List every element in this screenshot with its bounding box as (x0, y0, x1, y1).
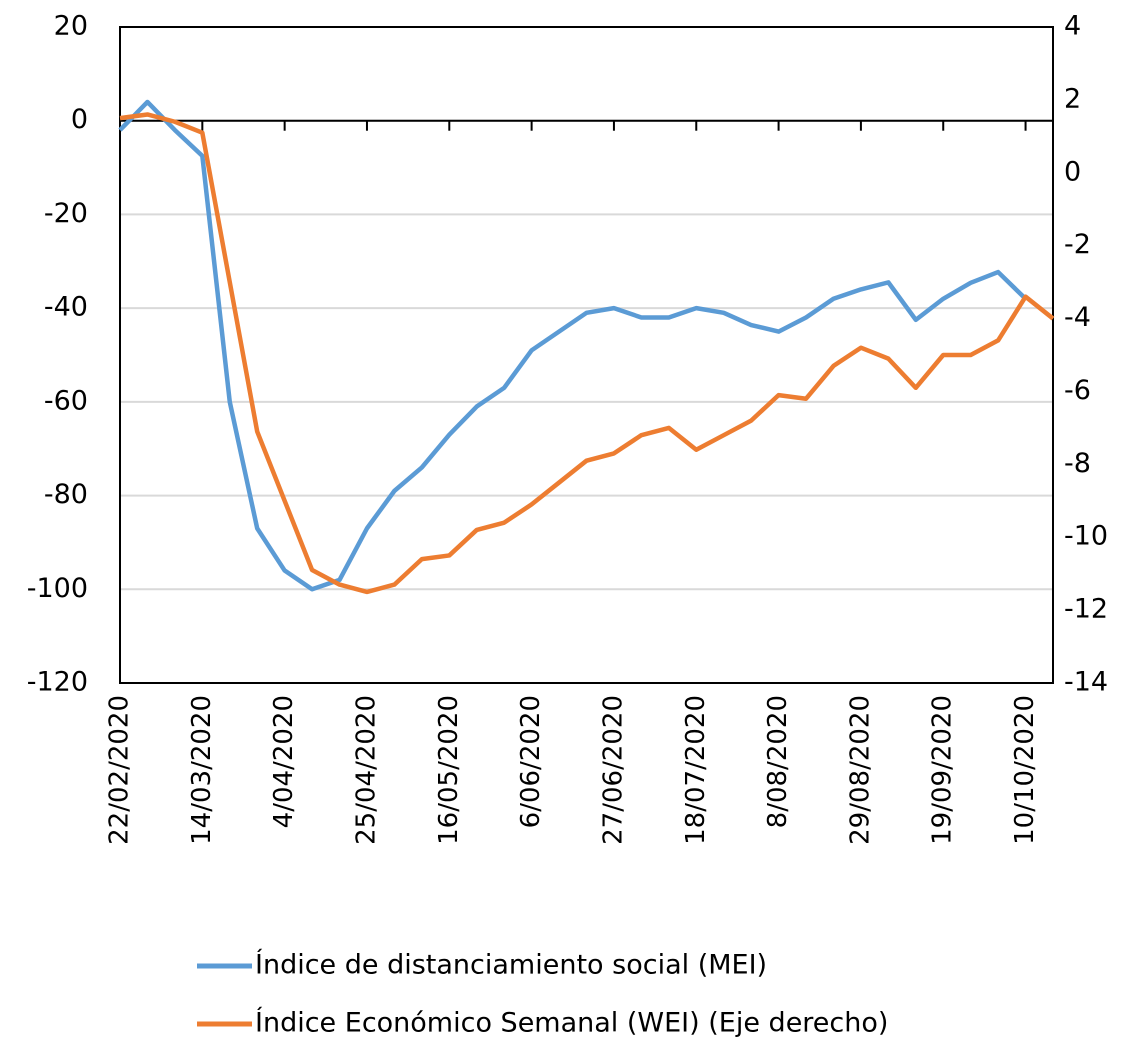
y2-tick-label: 0 (1064, 156, 1081, 187)
y2-tick-label: -2 (1064, 229, 1091, 260)
series-line (119, 112, 1055, 595)
y2-tick-label: -6 (1064, 375, 1091, 406)
x-tick-label: 8/08/2020 (763, 695, 793, 828)
x-tick-label: 22/02/2020 (105, 695, 135, 845)
legend-label: Índice Económico Semanal (WEI) (Eje dere… (255, 1007, 888, 1039)
y2-tick-label: -4 (1064, 302, 1091, 333)
y-tick-label: 20 (54, 11, 88, 42)
y2-tick-label: -12 (1064, 594, 1108, 625)
y2-tick-label: -8 (1064, 448, 1091, 479)
x-tick-label: 25/04/2020 (351, 695, 381, 845)
plot-frame (119, 26, 1054, 684)
x-tick-label: 19/09/2020 (928, 695, 958, 845)
y-tick-label: -100 (27, 573, 88, 604)
x-tick-label: 16/05/2020 (434, 695, 464, 845)
legend-label: Índice de distanciamiento social (MEI) (255, 949, 767, 981)
y-tick-label: -120 (27, 667, 88, 698)
series-line (118, 99, 1028, 592)
y2-tick-label: -10 (1064, 521, 1108, 552)
y-tick-label: -40 (44, 292, 88, 323)
x-tick-label: 4/04/2020 (269, 695, 299, 828)
y2-tick-label: -14 (1064, 667, 1108, 698)
y-tick-label: 0 (71, 104, 88, 135)
x-tick-label: 10/10/2020 (1010, 695, 1040, 845)
x-tick-label: 29/08/2020 (845, 695, 875, 845)
y-tick-label: -80 (44, 479, 88, 510)
x-tick-label: 6/06/2020 (516, 695, 546, 828)
x-tick-label: 18/07/2020 (681, 695, 711, 845)
x-tick-label: 27/06/2020 (598, 695, 628, 845)
x-tick-label: 14/03/2020 (187, 695, 217, 845)
y2-tick-label: 2 (1064, 83, 1081, 114)
y-tick-label: -20 (44, 198, 88, 229)
y2-tick-label: 4 (1064, 11, 1081, 42)
y-tick-label: -60 (44, 385, 88, 416)
